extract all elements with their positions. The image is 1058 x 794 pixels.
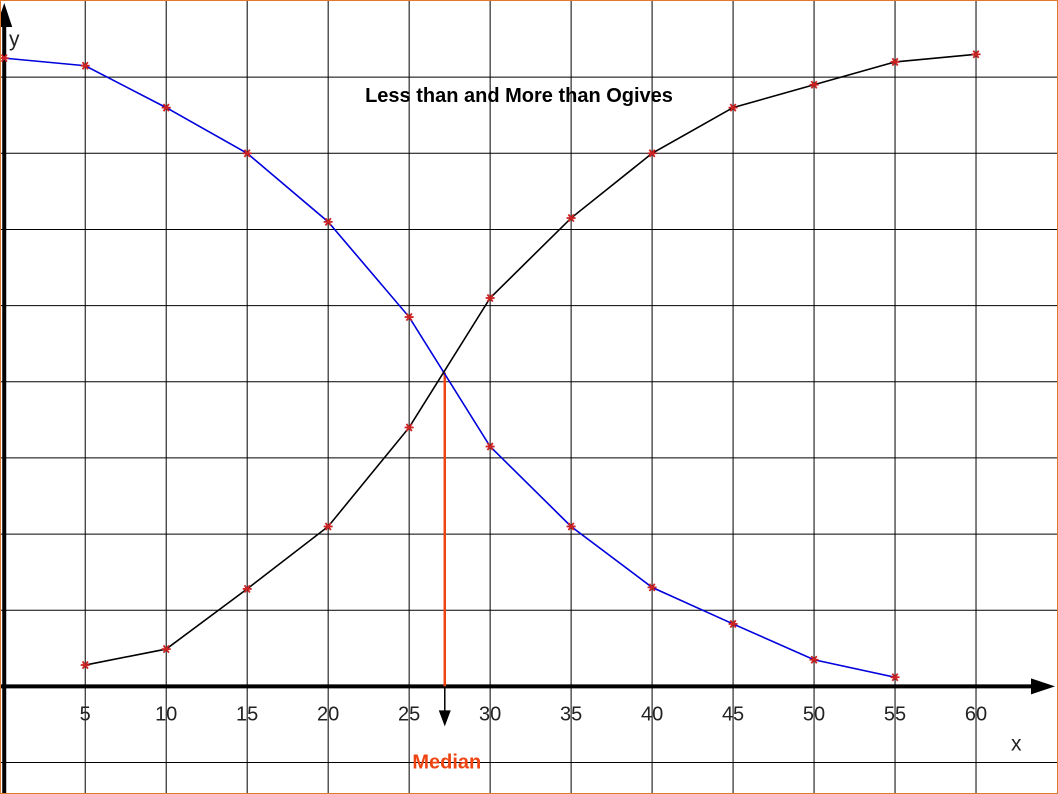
x-tick-label: 30 [479,703,501,725]
x-tick-label: 35 [560,703,582,725]
data-point [161,103,171,112]
marker-stroke [972,50,980,59]
data-point [242,149,252,158]
x-axis-arrow [1031,678,1055,695]
x-axis-label: x [1011,732,1022,755]
data-point [323,522,333,531]
data-point [809,655,819,664]
chart-title: Less than and More than Ogives [365,85,673,107]
data-point [809,80,819,89]
data-point [0,53,9,63]
axes [0,3,1055,793]
x-tick-label: 45 [722,703,744,725]
marker-stroke [162,644,170,654]
marker-stroke [486,293,494,303]
data-point [647,149,657,158]
marker-stroke [810,655,818,664]
x-tick-label: 25 [398,703,420,725]
x-tick-label: 10 [155,703,177,725]
data-point [161,644,171,654]
marker-stroke [405,312,413,322]
x-tick-label: 55 [884,703,906,725]
median-annotation: Median [412,372,481,773]
marker-stroke [81,61,89,70]
marker-stroke [405,423,413,432]
y-axis-label: y [9,28,20,51]
series-line-2 [85,53,977,666]
marker-stroke [81,660,89,670]
data-point [971,50,981,59]
data-point [404,312,414,322]
marker-stroke [648,583,656,592]
marker-stroke [243,584,251,594]
marker-stroke [729,619,737,629]
data-point [242,584,252,594]
x-tick-label: 60 [965,703,987,725]
data-point [890,57,900,67]
marker-stroke [891,57,899,67]
x-tick-label: 50 [803,703,825,725]
data-point [890,673,900,682]
x-tick-label: 20 [317,703,339,725]
marker-stroke [0,53,8,63]
data-point [566,522,576,531]
data-point [566,213,576,223]
data-point [323,217,333,226]
series [0,50,981,682]
data-point [647,583,657,592]
marker-stroke [486,442,494,451]
data-point [80,660,90,670]
data-point [728,103,738,112]
data-point [485,293,495,303]
marker-stroke [324,217,332,226]
x-tick-label: 40 [641,703,663,725]
y-axis-arrow [0,3,13,27]
data-point [485,442,495,451]
marker-stroke [243,149,251,158]
marker-stroke [648,149,656,158]
x-tick-label: 5 [80,703,91,725]
marker-stroke [810,80,818,89]
labels: 5101520253035404550556010203040506070809… [9,28,1022,755]
data-point [728,619,738,629]
data-point [404,423,414,432]
series-line-1 [4,57,896,679]
median-arrow-head [438,710,451,727]
marker-stroke [324,522,332,531]
median-label: Median [412,751,481,773]
marker-stroke [162,103,170,112]
data-point [80,61,90,70]
marker-stroke [567,522,575,531]
x-tick-label: 15 [236,703,258,725]
marker-stroke [567,213,575,223]
marker-stroke [729,103,737,112]
marker-stroke [891,673,899,682]
